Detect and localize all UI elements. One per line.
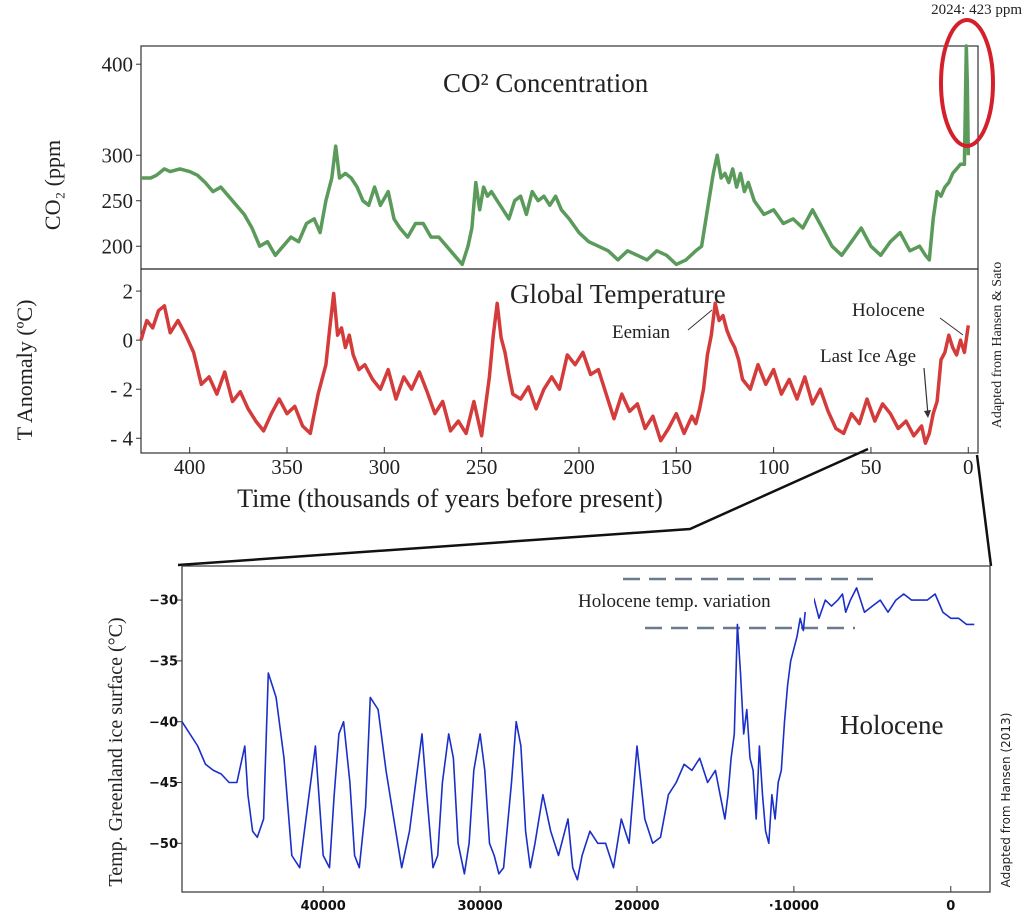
y-tick-label: 2 (123, 279, 134, 303)
y-tick-label: −45 (149, 776, 178, 791)
y-tick-label: 200 (102, 235, 134, 259)
last-ice-age-arrowhead (924, 410, 931, 418)
temperature-chart-title: Global Temperature (510, 279, 726, 309)
holocene-variation-label-bg (574, 586, 814, 612)
x-tick-label: 200 (563, 455, 595, 479)
temperature-y-ticks: 2 0 - 2 - 4 (110, 279, 141, 451)
x-tick-label: 250 (466, 455, 498, 479)
y-tick-label: - 4 (110, 427, 133, 451)
holocene-label: Holocene (852, 300, 925, 321)
greenland-series-line (181, 587, 975, 881)
last-ice-age-pointer (923, 367, 929, 416)
co2-latest-annotation: 2024: 423 ppm (931, 2, 1022, 18)
greenland-y-axis-label: Temp. Greenland ice surface (°C) (105, 617, 127, 886)
co2-y-ticks: 200 250 300 400 (102, 53, 141, 259)
co2-y-axis-label: CO₂ (ppm (40, 140, 65, 230)
x-tick-label: 0 (946, 899, 955, 914)
hansen-2013-credit: Adapted from Hansen (2013) (999, 713, 1013, 888)
temperature-y-axis-label: T Anomaly (ºC) (12, 300, 37, 441)
y-tick-label: −30 (149, 594, 178, 609)
x-tick-label: ·10000 (769, 899, 819, 914)
holocene-pointer (939, 317, 964, 336)
zoom-connector-left (177, 447, 869, 567)
y-tick-label: −40 (149, 715, 178, 730)
temperature-panel: 2 0 - 2 - 4 400 350 300 250 200 150 100 50 0 Global… (12, 262, 1005, 513)
temperature-x-ticks: 400 350 300 250 200 150 100 50 0 (174, 447, 974, 479)
zoom-connector-right (975, 454, 993, 567)
latest-value-highlight-circle (939, 18, 995, 148)
x-tick-label: 300 (369, 455, 401, 479)
co2-series-line (141, 44, 971, 267)
x-tick-label: 30000 (457, 899, 502, 914)
last-ice-age-label: Last Ice Age (820, 346, 916, 367)
y-tick-label: 300 (102, 144, 134, 168)
x-tick-label: 350 (271, 455, 303, 479)
time-x-axis-label: Time (thousands of years before present) (237, 484, 663, 513)
x-tick-label: 0 (963, 455, 974, 479)
y-tick-label: 250 (102, 189, 134, 213)
greenland-holocene-title: Holocene (840, 710, 943, 740)
eemian-label: Eemian (612, 322, 671, 343)
eemian-pointer (687, 309, 713, 331)
y-tick-label: 400 (102, 53, 134, 77)
greenland-y-ticks: −30 −35 −40 −45 −50 (149, 594, 182, 852)
hansen-sato-credit: Adapted from Hansen & Sato (990, 262, 1005, 428)
x-tick-label: 20000 (614, 899, 659, 914)
y-tick-label: 0 (123, 328, 134, 352)
temperature-plot-frame (140, 268, 979, 454)
temperature-series-line (139, 291, 971, 445)
x-tick-label: 50 (860, 455, 881, 479)
greenland-plot-frame (181, 565, 991, 893)
x-tick-label: 40000 (301, 899, 346, 914)
y-tick-label: - 2 (110, 378, 133, 402)
greenland-panel: −30 −35 −40 −45 −50 40000 30000 20000 ·10000 0 T… (105, 565, 1013, 914)
x-tick-label: 150 (661, 455, 693, 479)
y-tick-label: −35 (149, 654, 178, 669)
y-tick-label: −50 (149, 837, 178, 852)
co2-chart-title: CO² Concentration (443, 68, 649, 98)
greenland-x-ticks: 40000 30000 20000 ·10000 0 (301, 886, 955, 914)
x-tick-label: 100 (758, 455, 790, 479)
holocene-variation-label: Holocene temp. variation (578, 591, 771, 612)
x-tick-label: 400 (174, 455, 206, 479)
